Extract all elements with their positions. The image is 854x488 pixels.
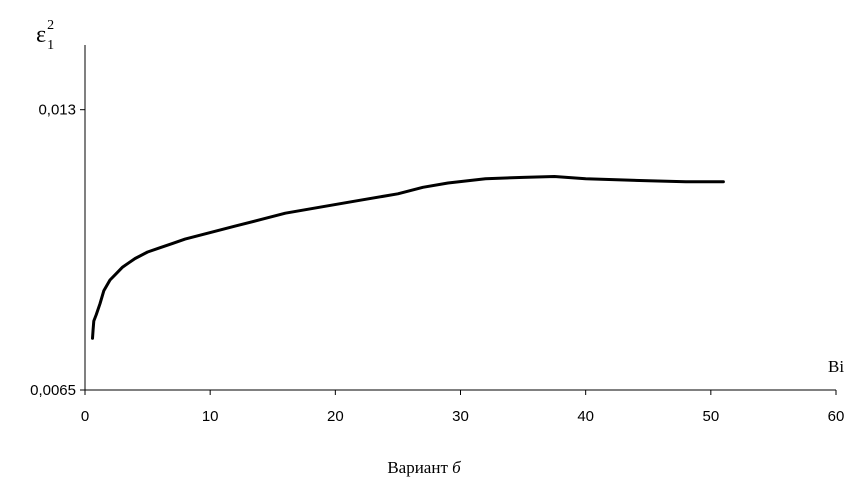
x-tick-label: 20: [327, 408, 344, 425]
y-tick-label: 0,013: [38, 102, 76, 119]
x-tick-label: 60: [828, 408, 845, 425]
x-tick-label: 50: [702, 408, 719, 425]
x-ticks: 0 10 20 30 40 50 60: [81, 390, 845, 425]
x-axis-label: Bi: [828, 357, 844, 376]
x-tick-label: 30: [452, 408, 469, 425]
chart-caption: Вариант б: [387, 458, 461, 477]
x-tick-label: 40: [577, 408, 594, 425]
chart-axes: [84, 45, 836, 391]
caption-prefix: Вариант: [387, 458, 452, 477]
x-tick-label: 0: [81, 408, 89, 425]
y-ticks: 0,0065 0,013: [30, 102, 85, 399]
series-line: [91, 175, 725, 340]
y-axis-label: ε12: [36, 18, 54, 53]
x-tick-label: 10: [202, 408, 219, 425]
y-tick-label: 0,0065: [30, 382, 76, 399]
caption-italic: б: [452, 458, 461, 477]
